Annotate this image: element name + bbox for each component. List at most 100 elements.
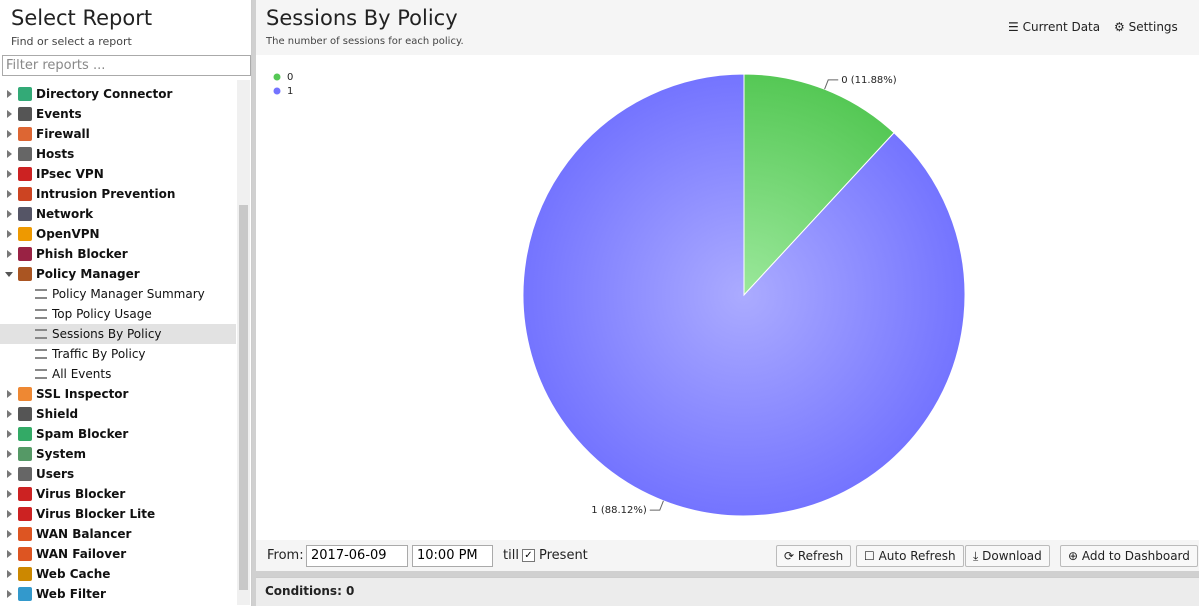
tree-item[interactable]: Directory Connector [0,84,236,104]
icon [35,329,47,339]
tree-item[interactable]: WAN Failover [0,544,236,564]
tree-item[interactable]: Intrusion Prevention [0,184,236,204]
tree-child[interactable]: Sessions By Policy [0,324,236,344]
expander[interactable] [7,530,12,538]
icon [18,207,32,221]
scroll-thumb[interactable] [239,205,248,590]
present-checkbox[interactable]: ✓ [522,549,535,562]
item-label: Sessions By Policy [52,327,162,341]
icon [35,289,47,299]
tree-child[interactable]: All Events [0,364,236,384]
tree-item[interactable]: Virus Blocker [0,484,236,504]
icon [18,127,32,141]
expander[interactable] [7,510,12,518]
item-label: Web Filter [36,587,106,601]
tree-item[interactable]: WAN Balancer [0,524,236,544]
icon [35,349,47,359]
item-label: Events [36,107,82,121]
item-label: Network [36,207,94,221]
tree-item[interactable]: Users [0,464,236,484]
item-label: Policy Manager [36,267,140,281]
expander[interactable] [5,272,13,281]
tree-item[interactable]: Network [0,204,236,224]
current-data-button[interactable]: ☰ Current Data [1008,20,1101,34]
date-field[interactable]: 2017-06-09 [306,545,408,567]
refresh-button[interactable]: ⟳ Refresh [776,545,852,567]
conditions-bar[interactable]: Conditions: 0 [256,577,1199,606]
icon [18,167,32,181]
item-label: WAN Failover [36,547,127,561]
label: Current Data [1022,20,1101,34]
item-label: Policy Manager Summary [52,287,205,301]
expander[interactable] [7,570,12,578]
tree-item[interactable]: IPsec VPN [0,164,236,184]
expander[interactable] [7,450,12,458]
expander[interactable] [7,590,12,598]
icon [35,309,47,319]
tree-item[interactable]: Phish Blocker [0,244,236,264]
item-label: Firewall [36,127,90,141]
tree-item[interactable]: Web Cache [0,564,236,584]
icon [18,447,32,461]
expander[interactable] [7,250,12,258]
auto-refresh-button[interactable]: ☐ Auto Refresh [856,545,964,567]
tree-item[interactable]: Firewall [0,124,236,144]
expander[interactable] [7,410,12,418]
item-label: Directory Connector [36,87,173,101]
icon [18,407,32,421]
from-label: From: [267,548,304,563]
expander[interactable] [7,470,12,478]
item-label: All Events [52,367,112,381]
pie-chart: 0 (11.88%) 1 (88.12%) 0 1 [273,72,966,517]
expander[interactable] [7,130,12,138]
legend-label: 1 [287,86,293,97]
expander[interactable] [7,490,12,498]
expander[interactable] [7,170,12,178]
item-label: Virus Blocker [36,487,126,501]
time-field[interactable]: 10:00 PM [412,545,493,567]
tree-item[interactable]: SSL Inspector [0,384,236,404]
item-label: OpenVPN [36,227,100,241]
filter-input[interactable]: Filter reports ... [2,55,251,76]
report-subtitle: The number of sessions for each policy. [266,36,464,47]
tree-item[interactable]: Events [0,104,236,124]
expander[interactable] [7,550,12,558]
tree-child[interactable]: Top Policy Usage [0,304,236,324]
tree-child[interactable]: Traffic By Policy [0,344,236,364]
expander[interactable] [7,110,12,118]
tree-item[interactable]: Virus Blocker Lite [0,504,236,524]
data-label: 0 (11.88%) [841,75,897,86]
tree-item[interactable]: Spam Blocker [0,424,236,444]
settings-button[interactable]: ⚙ Settings [1114,20,1178,34]
expander[interactable] [7,430,12,438]
download-button[interactable]: ⤓ Download [965,545,1050,567]
expander[interactable] [7,210,12,218]
expander[interactable] [7,390,12,398]
tree-item[interactable]: System [0,444,236,464]
label: Auto Refresh [878,549,956,563]
label: Download [982,549,1042,563]
icon [18,487,32,501]
expander[interactable] [7,90,12,98]
label-connector [649,500,664,511]
expander[interactable] [7,230,12,238]
tree-item[interactable]: Hosts [0,144,236,164]
legend-marker [273,73,281,81]
till-label: till [503,548,519,563]
tree-item[interactable]: Policy Manager [0,264,236,284]
tree-item[interactable]: Web Filter [0,584,236,604]
expander[interactable] [7,150,12,158]
expander[interactable] [7,190,12,198]
legend-marker [273,87,281,95]
present-label: Present [539,548,588,563]
item-label: System [36,447,86,461]
icon [18,87,32,101]
tree-item[interactable]: OpenVPN [0,224,236,244]
add-dashboard-button[interactable]: ⊕ Add to Dashboard [1060,545,1198,567]
legend-label: 0 [287,72,293,83]
label: Settings [1128,20,1178,34]
item-label: WAN Balancer [36,527,132,541]
tree-item[interactable]: Shield [0,404,236,424]
tree-child[interactable]: Policy Manager Summary [0,284,236,304]
